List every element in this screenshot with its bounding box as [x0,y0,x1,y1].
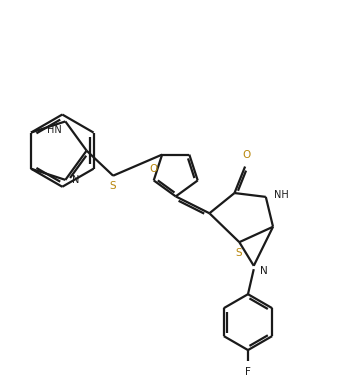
Text: O: O [242,150,250,160]
Text: N: N [72,175,79,185]
Text: N: N [259,266,267,275]
Text: HN: HN [47,125,61,135]
Text: S: S [110,182,117,191]
Text: F: F [245,367,251,377]
Text: NH: NH [273,191,288,201]
Text: O: O [150,164,158,174]
Text: S: S [235,248,241,258]
